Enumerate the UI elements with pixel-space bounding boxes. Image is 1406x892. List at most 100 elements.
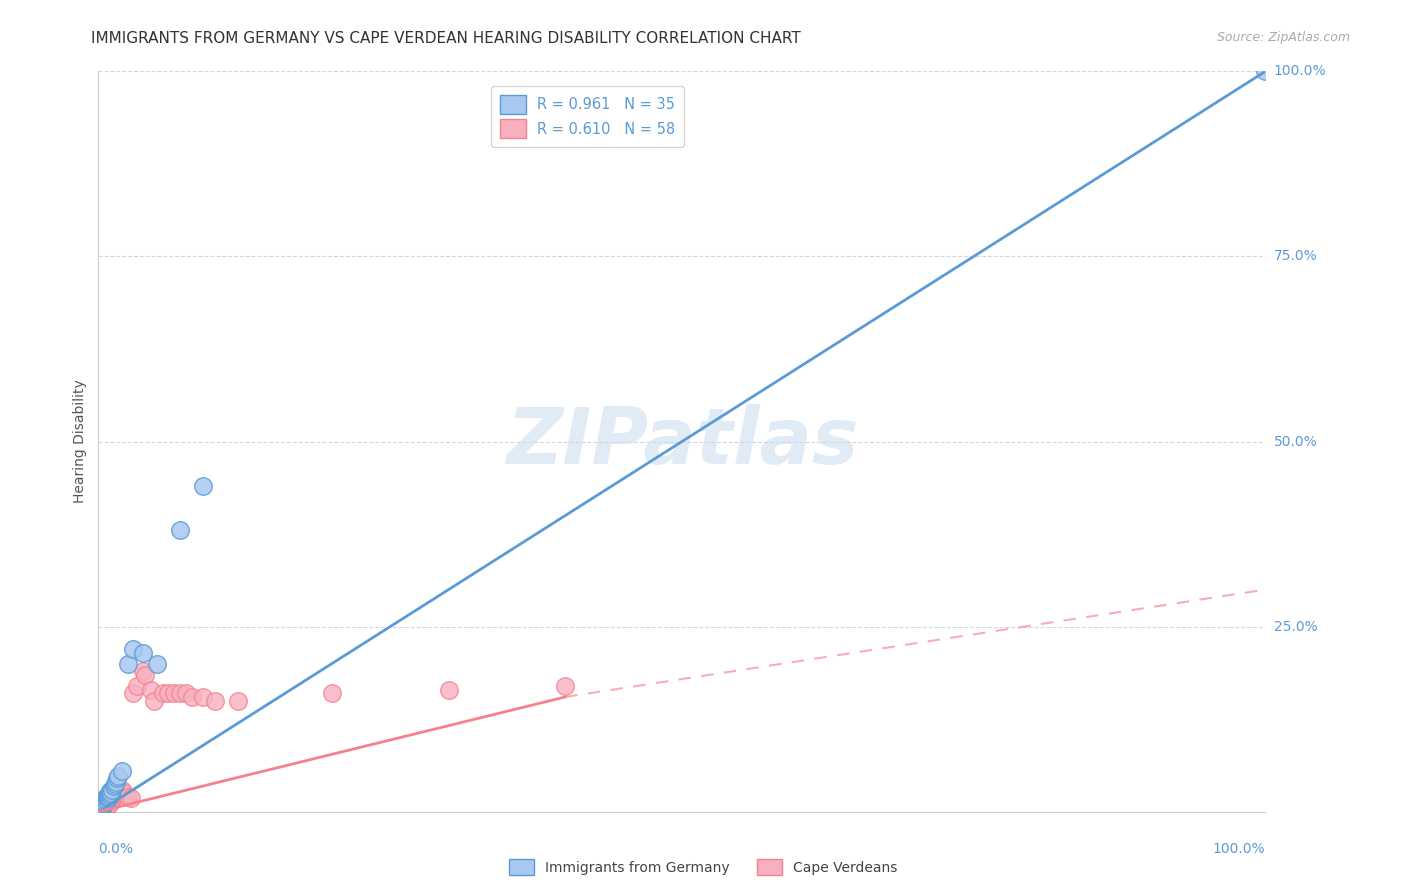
Text: 0.0%: 0.0% bbox=[98, 842, 134, 856]
Point bbox=[93, 797, 115, 812]
Point bbox=[193, 690, 215, 704]
Point bbox=[174, 686, 197, 700]
Point bbox=[111, 764, 134, 778]
Point bbox=[97, 789, 120, 804]
Point bbox=[97, 796, 120, 810]
Y-axis label: Hearing Disability: Hearing Disability bbox=[73, 380, 87, 503]
Point bbox=[91, 801, 114, 815]
Point bbox=[169, 524, 191, 538]
Point bbox=[1254, 64, 1277, 78]
Point bbox=[180, 690, 202, 704]
Point bbox=[157, 686, 180, 700]
Point bbox=[139, 682, 162, 697]
Text: 100.0%: 100.0% bbox=[1274, 64, 1326, 78]
Point bbox=[91, 798, 114, 813]
Point bbox=[321, 686, 343, 700]
Point bbox=[169, 686, 191, 700]
Point bbox=[97, 789, 120, 803]
Point bbox=[101, 782, 124, 797]
Text: IMMIGRANTS FROM GERMANY VS CAPE VERDEAN HEARING DISABILITY CORRELATION CHART: IMMIGRANTS FROM GERMANY VS CAPE VERDEAN … bbox=[91, 31, 801, 46]
Point bbox=[105, 772, 128, 786]
Point bbox=[97, 798, 120, 813]
Point bbox=[90, 801, 112, 815]
Text: 100.0%: 100.0% bbox=[1213, 842, 1265, 856]
Point bbox=[94, 798, 117, 813]
Point bbox=[108, 786, 131, 800]
Text: ZIPatlas: ZIPatlas bbox=[506, 403, 858, 480]
Point bbox=[193, 479, 215, 493]
Point bbox=[90, 802, 112, 816]
Legend: R = 0.961   N = 35, R = 0.610   N = 58: R = 0.961 N = 35, R = 0.610 N = 58 bbox=[491, 86, 685, 147]
Point bbox=[96, 797, 118, 812]
Point bbox=[89, 803, 111, 817]
Point bbox=[91, 800, 114, 814]
Point bbox=[104, 789, 127, 803]
Point bbox=[97, 797, 120, 812]
Point bbox=[94, 791, 117, 805]
Point bbox=[90, 803, 112, 817]
Point bbox=[90, 798, 112, 813]
Point bbox=[107, 786, 129, 800]
Point bbox=[152, 686, 174, 700]
Point bbox=[93, 800, 115, 814]
Point bbox=[93, 794, 115, 808]
Point bbox=[89, 803, 111, 817]
Point bbox=[97, 797, 120, 812]
Point bbox=[554, 679, 576, 693]
Point bbox=[89, 803, 111, 817]
Point bbox=[94, 796, 117, 810]
Point bbox=[96, 789, 118, 804]
Point bbox=[98, 796, 121, 810]
Point bbox=[97, 794, 120, 808]
Point bbox=[103, 779, 125, 793]
Point bbox=[90, 801, 112, 815]
Point bbox=[132, 646, 155, 660]
Point bbox=[103, 789, 125, 804]
Point bbox=[90, 802, 112, 816]
Point bbox=[90, 797, 112, 812]
Point bbox=[107, 769, 129, 783]
Point bbox=[100, 794, 122, 808]
Point bbox=[98, 789, 121, 803]
Point bbox=[163, 686, 186, 700]
Point bbox=[134, 667, 156, 681]
Point bbox=[143, 694, 166, 708]
Point bbox=[437, 682, 460, 697]
Point bbox=[90, 801, 112, 815]
Point bbox=[125, 679, 148, 693]
Point bbox=[132, 664, 155, 678]
Point bbox=[105, 786, 128, 800]
Point bbox=[98, 784, 121, 798]
Point bbox=[117, 657, 139, 671]
Point bbox=[228, 694, 250, 708]
Point bbox=[90, 800, 112, 814]
Point bbox=[93, 799, 115, 814]
Point bbox=[104, 786, 127, 800]
Text: Source: ZipAtlas.com: Source: ZipAtlas.com bbox=[1216, 31, 1350, 45]
Point bbox=[112, 786, 135, 800]
Point bbox=[97, 786, 120, 800]
Point bbox=[122, 641, 145, 656]
Point bbox=[91, 798, 114, 813]
Point bbox=[89, 803, 111, 817]
Point bbox=[91, 796, 114, 810]
Point bbox=[90, 799, 112, 814]
Point bbox=[93, 797, 115, 812]
Point bbox=[101, 791, 124, 805]
Point bbox=[146, 657, 169, 671]
Point bbox=[97, 791, 120, 805]
Text: 25.0%: 25.0% bbox=[1274, 620, 1317, 633]
Point bbox=[204, 694, 226, 708]
Point bbox=[100, 786, 122, 800]
Point bbox=[104, 776, 127, 790]
Point bbox=[122, 686, 145, 700]
Point bbox=[96, 794, 118, 808]
Point bbox=[104, 775, 127, 789]
Point bbox=[96, 798, 118, 813]
Text: 50.0%: 50.0% bbox=[1274, 434, 1317, 449]
Point bbox=[98, 794, 121, 808]
Point bbox=[111, 782, 134, 797]
Point bbox=[94, 797, 117, 812]
Point bbox=[97, 796, 120, 810]
Point bbox=[117, 789, 139, 804]
